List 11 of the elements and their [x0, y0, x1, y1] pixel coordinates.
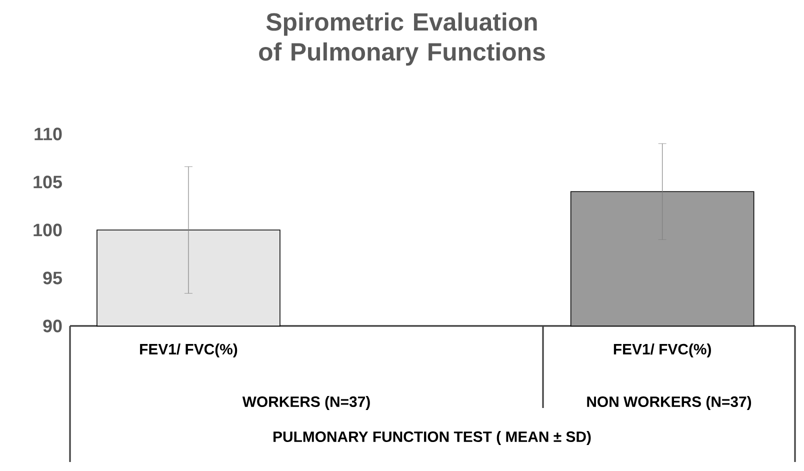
y-tick-label: 90	[43, 320, 62, 332]
x-tick-label: FEV1/ FVC(%)	[140, 344, 238, 358]
y-tick-label: 95	[43, 272, 62, 284]
text: WORKERS (N=37)	[242, 396, 370, 410]
text: NON WORKERS (N=37)	[587, 396, 752, 410]
y-tick-label: 110	[34, 128, 62, 140]
x-tick-label: FEV1/ FVC(%)	[614, 344, 711, 358]
chart-title: Spirometric Evaluation of Pulmonary Functions	[259, 12, 545, 66]
y-tick-label: 105	[34, 176, 62, 188]
y-tick-label: 100	[34, 224, 62, 236]
x-axis-title: PULMONARY FUNCTION TEST ( MEAN ± SD)	[274, 431, 591, 445]
